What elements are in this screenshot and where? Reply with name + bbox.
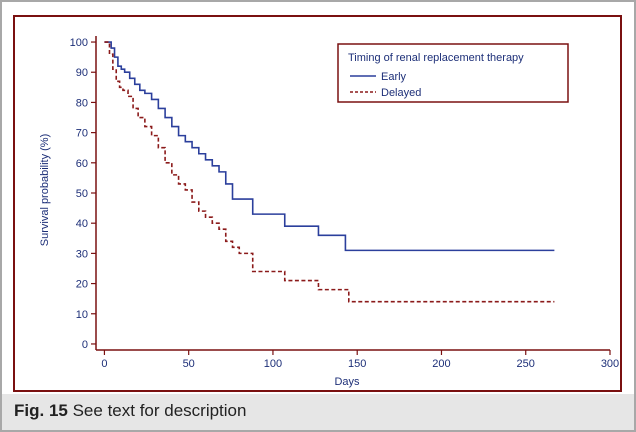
y-tick-label: 0 xyxy=(82,339,88,351)
x-tick-label: 0 xyxy=(101,358,107,370)
y-axis-title: Survival probability (%) xyxy=(39,134,51,246)
x-tick-label: 50 xyxy=(183,358,195,370)
y-tick-label: 20 xyxy=(76,279,88,291)
legend: Timing of renal replacement therapy Earl… xyxy=(337,43,569,103)
x-tick-label: 150 xyxy=(348,358,366,370)
legend-label-delayed: Delayed xyxy=(381,87,421,99)
x-tick-label: 100 xyxy=(264,358,282,370)
figure-caption-text: See text for description xyxy=(72,401,247,420)
y-tick-label: 100 xyxy=(70,37,88,49)
series-line-early xyxy=(104,41,555,252)
y-tick-label: 30 xyxy=(76,248,88,260)
ticks: 0 10 20 30 40 50 60 70 80 90 100 0 50 100 150 200 250 300 xyxy=(70,37,620,370)
legend-label-early: Early xyxy=(381,71,407,83)
y-tick-label: 10 xyxy=(76,309,88,321)
series-group xyxy=(104,41,555,303)
y-tick-label: 70 xyxy=(76,128,88,140)
y-tick-label: 50 xyxy=(76,188,88,200)
x-tick-label: 200 xyxy=(432,358,450,370)
x-tick-label: 300 xyxy=(601,358,619,370)
legend-title: Timing of renal replacement therapy xyxy=(348,52,524,64)
caption-band: Fig. 15 See text for description xyxy=(2,394,634,430)
y-tick-label: 60 xyxy=(76,158,88,170)
plot-frame xyxy=(13,15,622,392)
series-line-delayed xyxy=(104,41,555,303)
figure-caption: Fig. 15 See text for description xyxy=(14,401,246,421)
y-tick-label: 40 xyxy=(76,218,88,230)
x-tick-label: 250 xyxy=(517,358,535,370)
legend-box xyxy=(337,43,569,103)
y-tick-label: 80 xyxy=(76,97,88,109)
figure-label: Fig. 15 xyxy=(14,401,68,420)
x-axis-title: Days xyxy=(334,376,360,388)
y-tick-label: 90 xyxy=(76,67,88,79)
